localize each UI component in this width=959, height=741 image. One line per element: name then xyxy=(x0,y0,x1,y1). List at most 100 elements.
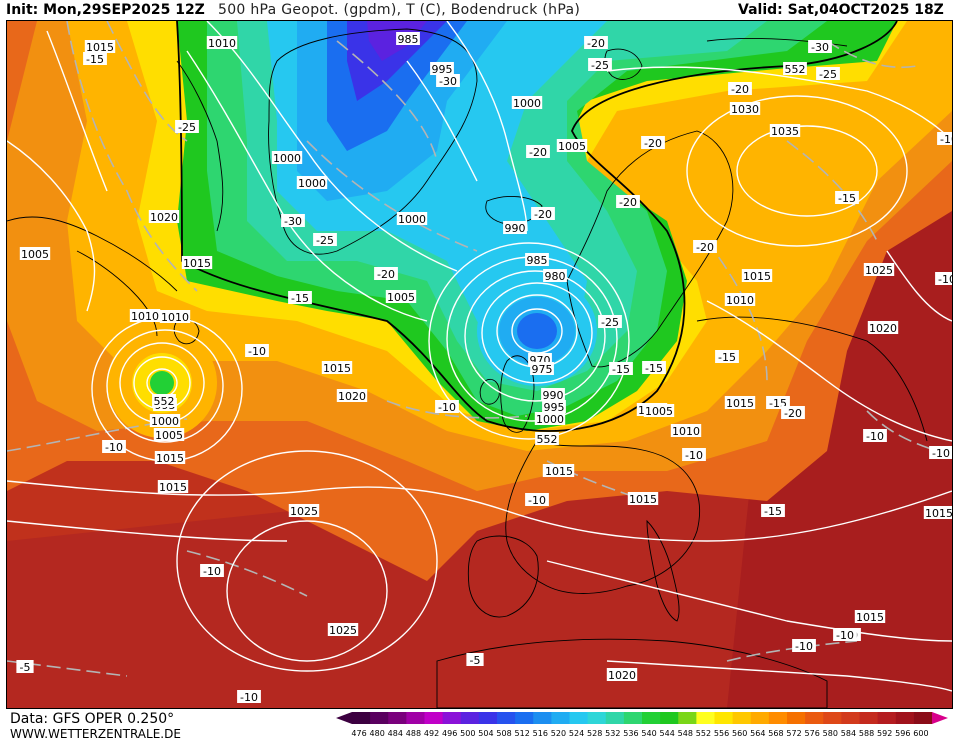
legend-swatch xyxy=(605,712,625,724)
pressure-label: 1015 xyxy=(159,481,187,494)
valid-time: Valid: Sat,04OCT2025 18Z xyxy=(738,2,944,18)
legend-swatch xyxy=(750,712,770,724)
legend-swatch xyxy=(424,712,444,724)
legend-swatch xyxy=(370,712,389,724)
legend-swatch xyxy=(497,712,516,724)
pressure-label-box xyxy=(181,256,213,269)
pressure-label: 1010 xyxy=(208,37,236,50)
pressure-label: 552 xyxy=(785,63,806,76)
coast-canada-arctic xyxy=(176,60,224,232)
temperature-label: -25 xyxy=(316,234,334,247)
temperature-label-box xyxy=(83,52,107,65)
temperature-label-box xyxy=(102,440,126,453)
legend-level-label: 564 xyxy=(750,729,765,738)
pressure-label-box xyxy=(296,176,328,189)
temperature-label: -10 xyxy=(105,441,123,454)
pressure-label-box xyxy=(154,451,186,464)
temperature-label-box xyxy=(693,240,717,253)
pressure-label: 1015 xyxy=(629,493,657,506)
pressure-label-box xyxy=(503,221,527,234)
pressure-label-box xyxy=(336,389,368,402)
temperature-label: -15 xyxy=(612,363,630,376)
legend-swatch xyxy=(660,712,679,724)
pressure-label-box xyxy=(84,40,116,53)
pressure-label-box xyxy=(769,124,801,137)
legend-swatch xyxy=(805,712,824,724)
temperature-label-box xyxy=(935,272,952,285)
legend-level-label: 500 xyxy=(460,729,475,738)
legend-swatch xyxy=(732,712,752,724)
data-source: Data: GFS OPER 0.250° xyxy=(10,711,175,727)
temperature-label: -25 xyxy=(178,121,196,134)
pressure-label: 985 xyxy=(398,33,419,46)
pressure-label-box xyxy=(541,388,565,401)
temperature-label: -10 xyxy=(932,447,950,460)
temperature-label-box xyxy=(281,214,305,227)
pressure-label-box xyxy=(396,32,420,45)
legend-swatch xyxy=(859,712,879,724)
pressure-label-box xyxy=(729,102,761,115)
legend-swatch xyxy=(388,712,407,724)
legend-level-label: 584 xyxy=(841,729,856,738)
pressure-label-box xyxy=(148,210,180,223)
pressure-label-box xyxy=(724,396,756,409)
pressure-label-box xyxy=(271,151,303,164)
temperature-label-box xyxy=(761,504,785,517)
temperature-label: -10 xyxy=(240,691,258,704)
pressure-label-box xyxy=(321,361,353,374)
legend-swatch xyxy=(841,712,860,724)
pressure-label-box xyxy=(923,506,952,519)
pressure-label: 1005 xyxy=(558,140,586,153)
pressure-label: 1000 xyxy=(398,213,426,226)
legend-level-label: 556 xyxy=(714,729,729,738)
pressure-label: 1005 xyxy=(155,429,183,442)
temperature-label-box xyxy=(682,448,706,461)
legend-swatch xyxy=(478,712,498,724)
legend-level-label: 504 xyxy=(478,729,493,738)
temperature-label-box xyxy=(175,120,199,133)
pressure-label-box xyxy=(643,404,675,417)
pressure-label: 1010 xyxy=(672,425,700,438)
legend-swatch xyxy=(587,712,607,724)
legend-level-label: 580 xyxy=(823,729,838,738)
temperature-label: -10 xyxy=(438,401,456,414)
temperature-label: -20 xyxy=(696,241,714,254)
temperature-label-box xyxy=(526,145,550,158)
legend-level-label: 592 xyxy=(877,729,892,738)
temperature-label-box xyxy=(642,361,666,374)
map-title: 500 hPa Geopot. (gpdm), T (C), Bodendruc… xyxy=(218,2,581,18)
pressure-label-box xyxy=(525,253,549,266)
header-bar: Init: Mon,29SEP2025 12Z 500 hPa Geopot. … xyxy=(0,0,959,20)
legend-level-label: 488 xyxy=(406,729,421,738)
pressure-label: 1005 xyxy=(21,248,49,261)
temperature-label: -25 xyxy=(591,59,609,72)
pressure-label-box xyxy=(511,96,543,109)
pressure-label: 1025 xyxy=(290,505,318,518)
northsea-low-blue xyxy=(517,313,557,349)
pressure-label: 1020 xyxy=(338,390,366,403)
pressure-label-box xyxy=(19,247,51,260)
temperature-label: -20 xyxy=(377,268,395,281)
legend-arrow-left xyxy=(336,712,352,724)
legend-swatch xyxy=(787,712,806,724)
legend-level-label: 548 xyxy=(678,729,693,738)
legend-swatch xyxy=(913,712,933,724)
temperature-label-box xyxy=(816,67,840,80)
temperature-label: -25 xyxy=(601,316,619,329)
legend-level-label: 492 xyxy=(424,729,439,738)
temperature-label-box xyxy=(835,191,859,204)
pressure-label-box xyxy=(396,212,428,225)
legend-level-label: 568 xyxy=(768,729,783,738)
pressure-label-box xyxy=(863,263,895,276)
legend-swatch xyxy=(895,712,915,724)
pressure-label: 975 xyxy=(532,363,553,376)
pressure-label: 995 xyxy=(544,401,565,414)
pressure-label: 1025 xyxy=(329,624,357,637)
legend-swatch xyxy=(533,712,552,724)
legend-swatch xyxy=(678,712,697,724)
legend-swatch xyxy=(623,712,643,724)
legend-level-label: 516 xyxy=(533,729,548,738)
legend-level-label: 476 xyxy=(351,729,366,738)
legend-swatch xyxy=(642,712,661,724)
